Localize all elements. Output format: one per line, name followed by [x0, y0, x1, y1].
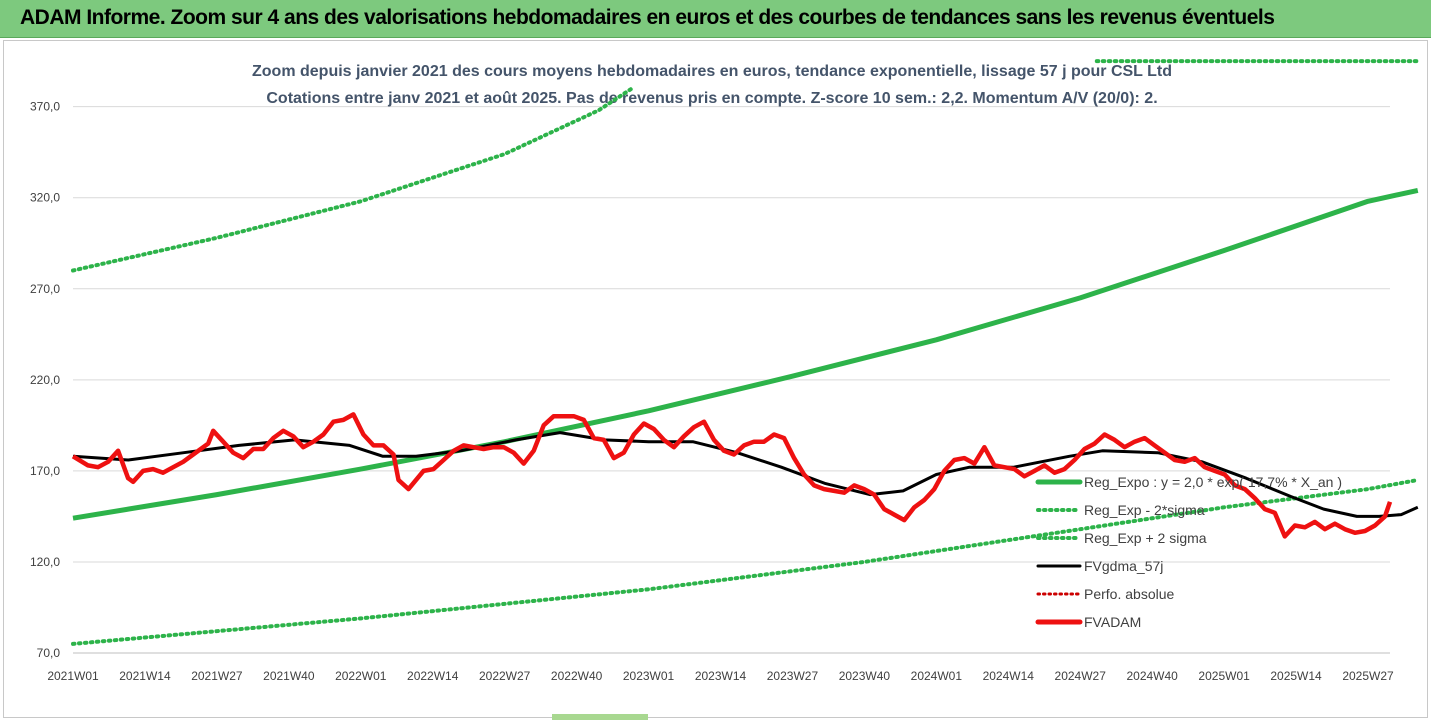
legend-label: Reg_Exp + 2 sigma [1084, 530, 1207, 546]
bottom-marker [552, 714, 648, 720]
chart-title: Zoom depuis janvier 2021 des cours moyen… [252, 63, 1172, 80]
x-tick-label: 2024W40 [1126, 669, 1178, 683]
x-tick-label: 2021W27 [191, 669, 243, 683]
x-tick-label: 2021W40 [263, 669, 315, 683]
x-tick-label: 2021W14 [119, 669, 171, 683]
y-tick-label: 320,0 [30, 191, 60, 205]
chart-subtitle: Cotations entre janv 2021 et août 2025. … [266, 90, 1157, 107]
series-plus-2sigma [71, 86, 634, 273]
x-tick-label: 2025W27 [1342, 669, 1394, 683]
legend-label: Reg_Exp - 2*sigma [1084, 502, 1205, 518]
series-fvadam [71, 412, 1393, 539]
x-tick-label: 2022W01 [335, 669, 387, 683]
header-title: ADAM Informe. Zoom sur 4 ans des valoris… [20, 6, 1275, 29]
x-tick-label: 2023W01 [623, 669, 675, 683]
x-tick-label: 2022W27 [479, 669, 531, 683]
x-tick-label: 2022W14 [407, 669, 459, 683]
plot-frame [3, 40, 1428, 718]
x-tick-label: 2024W01 [911, 669, 963, 683]
series-reg-expo [72, 187, 1419, 521]
x-tick-label: 2022W40 [551, 669, 603, 683]
y-tick-label: 370,0 [30, 100, 60, 114]
y-tick-label: 170,0 [30, 464, 60, 478]
y-tick-label: 270,0 [30, 282, 60, 296]
x-tick-label: 2025W01 [1198, 669, 1250, 683]
legend-label: Reg_Expo : y = 2,0 * exp( 17,7% * X_an ) [1084, 474, 1342, 490]
x-tick-label: 2021W01 [47, 669, 99, 683]
series-fvgdma [72, 431, 1419, 518]
x-tick-label: 2025W14 [1270, 669, 1322, 683]
x-tick-label: 2024W14 [983, 669, 1035, 683]
series-minus-2sigma [71, 478, 1420, 646]
x-tick-label: 2023W14 [695, 669, 747, 683]
legend-label: Perfo. absolue [1084, 586, 1174, 602]
x-tick-label: 2023W40 [839, 669, 891, 683]
x-tick-label: 2024W27 [1055, 669, 1107, 683]
y-tick-label: 120,0 [30, 555, 60, 569]
legend-label: FVgdma_57j [1084, 558, 1163, 574]
x-tick-label: 2023W27 [767, 669, 819, 683]
y-tick-label: 220,0 [30, 373, 60, 387]
chart-header: ADAM Informe. Zoom sur 4 ans des valoris… [0, 0, 1431, 38]
y-tick-label: 70,0 [37, 646, 61, 660]
legend-label: FVADAM [1084, 614, 1141, 630]
